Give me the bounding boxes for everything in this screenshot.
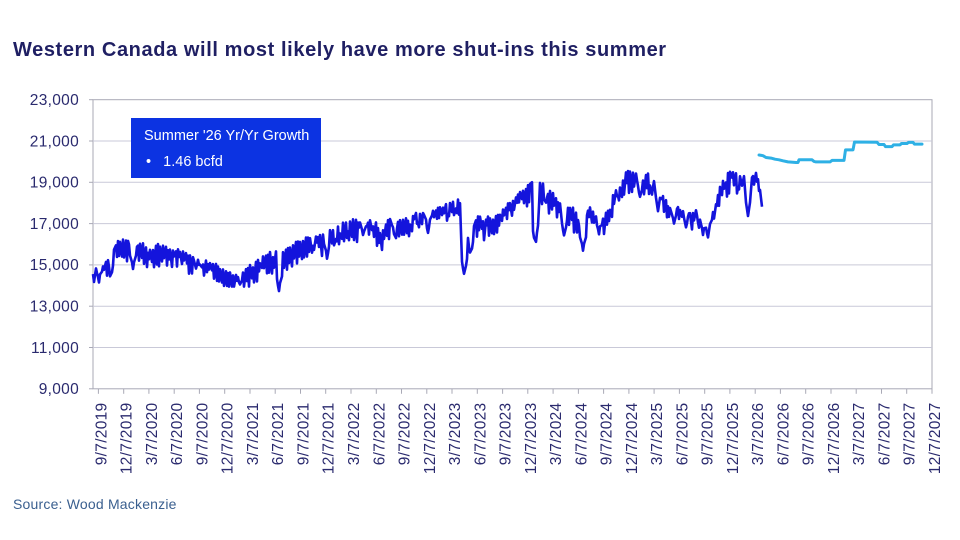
svg-text:15,000: 15,000	[30, 257, 79, 274]
svg-text:6/7/2022: 6/7/2022	[371, 403, 388, 466]
svg-text:3/7/2020: 3/7/2020	[144, 402, 161, 465]
svg-text:6/7/2024: 6/7/2024	[573, 402, 590, 465]
svg-text:12/7/2027: 12/7/2027	[927, 403, 944, 475]
svg-text:6/7/2026: 6/7/2026	[775, 403, 792, 466]
svg-text:9/7/2027: 9/7/2027	[902, 403, 919, 466]
svg-text:12/7/2026: 12/7/2026	[826, 403, 843, 475]
svg-text:3/7/2023: 3/7/2023	[447, 403, 464, 466]
svg-text:9/7/2019: 9/7/2019	[93, 403, 110, 466]
svg-text:3/7/2025: 3/7/2025	[649, 403, 666, 466]
svg-text:12/7/2019: 12/7/2019	[119, 403, 136, 475]
svg-text:6/7/2025: 6/7/2025	[674, 403, 691, 466]
svg-text:19,000: 19,000	[30, 175, 79, 192]
svg-text:9/7/2025: 9/7/2025	[700, 403, 717, 466]
svg-text:3/7/2027: 3/7/2027	[851, 403, 868, 466]
svg-text:9/7/2024: 9/7/2024	[599, 402, 616, 465]
svg-text:9/7/2026: 9/7/2026	[801, 403, 818, 466]
svg-text:6/7/2020: 6/7/2020	[169, 402, 186, 465]
svg-text:11,000: 11,000	[31, 340, 79, 357]
svg-text:6/7/2027: 6/7/2027	[877, 403, 894, 466]
svg-text:13,000: 13,000	[30, 299, 79, 316]
svg-text:9/7/2023: 9/7/2023	[498, 402, 515, 465]
svg-text:6/7/2023: 6/7/2023	[472, 403, 489, 466]
svg-text:3/7/2026: 3/7/2026	[750, 403, 767, 466]
svg-text:12/7/2025: 12/7/2025	[725, 403, 742, 475]
svg-text:12/7/2021: 12/7/2021	[321, 403, 338, 475]
svg-text:3/7/2021: 3/7/2021	[245, 403, 262, 466]
svg-text:9,000: 9,000	[39, 381, 79, 398]
svg-text:12/7/2020: 12/7/2020	[220, 402, 237, 474]
svg-text:9/7/2020: 9/7/2020	[194, 402, 211, 465]
svg-text:23,000: 23,000	[30, 92, 79, 109]
svg-text:9/7/2021: 9/7/2021	[296, 403, 313, 466]
svg-text:3/7/2024: 3/7/2024	[548, 402, 565, 465]
svg-text:6/7/2021: 6/7/2021	[270, 403, 287, 466]
svg-text:12/7/2023: 12/7/2023	[523, 403, 540, 475]
svg-text:21,000: 21,000	[30, 133, 79, 150]
svg-text:12/7/2022: 12/7/2022	[422, 403, 439, 475]
svg-text:3/7/2022: 3/7/2022	[346, 403, 363, 466]
svg-text:9/7/2022: 9/7/2022	[397, 403, 414, 466]
svg-text:17,000: 17,000	[30, 216, 79, 233]
svg-text:12/7/2024: 12/7/2024	[624, 402, 641, 474]
